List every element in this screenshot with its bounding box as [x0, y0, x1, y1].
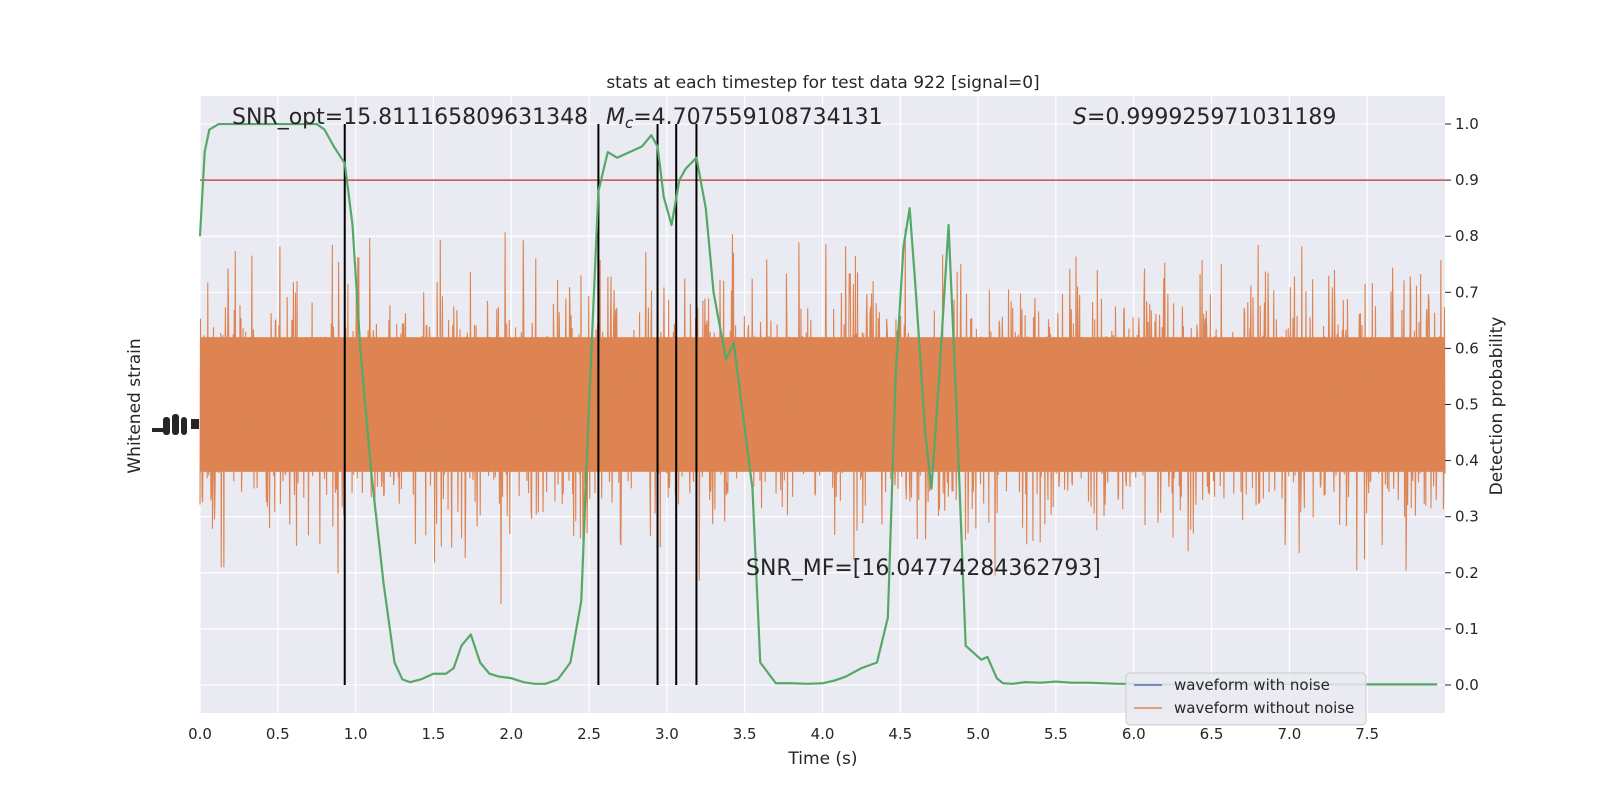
x-tick-label: 4.0 [811, 725, 835, 743]
strain-series [199, 228, 1446, 604]
annotation-snr-mf: SNR_MF=[16.04774284362793] [746, 556, 1101, 581]
x-tick-label: 3.5 [733, 725, 757, 743]
y-tick-label: 0.8 [1455, 227, 1479, 245]
probability-line [198, 122, 1438, 686]
y-tick-label: 0.2 [1455, 564, 1479, 582]
y-tick-label: 0.9 [1455, 171, 1479, 189]
x-tick-label: 7.5 [1355, 725, 1379, 743]
x-tick-label: 2.0 [499, 725, 523, 743]
legend-label-without-noise: waveform without noise [1174, 699, 1354, 717]
y-axis-label-left: Whitened strain [125, 338, 145, 473]
x-tick-label: 3.0 [655, 725, 679, 743]
y-tick-label: 0.0 [1455, 676, 1479, 694]
annotation-mc-value: =4.707559108734131 [633, 105, 882, 130]
annotation-s-symbol: S [1073, 105, 1087, 130]
x-tick-label: 6.0 [1122, 725, 1146, 743]
y-tick-label: 0.7 [1455, 283, 1479, 301]
y-tick-label: 0.1 [1455, 620, 1479, 638]
x-tick-labels: 0.0 0.5 1.0 1.5 2.0 2.5 3.0 3.5 4.0 4.5 5.0 5.5 6.0 6… [188, 725, 1379, 743]
x-tick-label: 0.5 [266, 725, 290, 743]
y-tick-label: 0.3 [1455, 508, 1479, 526]
annotation-s-value: =0.999925971031189 [1087, 105, 1336, 130]
annotation-mc-symbol: M [606, 105, 625, 130]
y-tick-label: 0.5 [1455, 396, 1479, 414]
legend: waveform with noise waveform without noi… [1125, 672, 1367, 726]
chart-title: stats at each timestep for test data 922… [606, 73, 1039, 93]
strain-line [199, 228, 1446, 604]
x-axis-label: Time (s) [787, 749, 857, 769]
y-axis-label-right: Detection probability [1487, 317, 1507, 496]
y-tick-label: 0.6 [1455, 339, 1479, 357]
x-tick-label: 7.0 [1277, 725, 1301, 743]
x-tick-label: 4.5 [888, 725, 912, 743]
legend-box [1125, 672, 1367, 726]
annotation-mc: Mc=4.707559108734131 [606, 105, 883, 132]
x-tick-label: 6.5 [1200, 725, 1224, 743]
y-tick-labels: 0.0 0.1 0.2 0.3 0.4 0.5 0.6 0.7 0.8 0.9 1.0 [1445, 115, 1479, 694]
left-axis-glyphs [152, 414, 199, 435]
probability-series [198, 122, 1438, 686]
y-tick-label: 0.4 [1455, 452, 1479, 470]
x-tick-label: 1.0 [344, 725, 368, 743]
annotation-s: S=0.999925971031189 [1073, 105, 1336, 130]
vertical-markers [343, 124, 698, 685]
x-tick-label: 5.0 [966, 725, 990, 743]
y-tick-label: 1.0 [1455, 115, 1479, 133]
annotation-mc-sub: c [625, 114, 634, 132]
x-tick-label: 0.0 [188, 725, 212, 743]
x-tick-label: 2.5 [577, 725, 601, 743]
legend-label-with-noise: waveform with noise [1174, 676, 1330, 694]
x-tick-label: 5.5 [1044, 725, 1068, 743]
x-tick-label: 1.5 [422, 725, 446, 743]
annotation-snr-opt: SNR_opt=15.811165809631348 [232, 105, 588, 130]
